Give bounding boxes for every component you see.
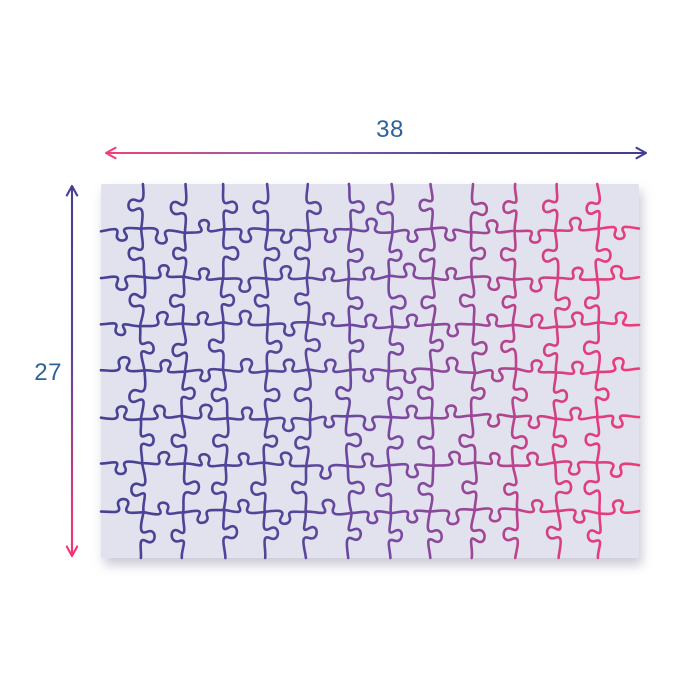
puzzle-piece-seams: [99, 182, 641, 560]
seam-line: [335, 182, 365, 560]
height-arrow-icon: [65, 184, 79, 558]
height-dimension-value: 27: [34, 359, 62, 386]
seam-line: [99, 309, 641, 338]
seam-line: [458, 182, 489, 560]
seam-line: [99, 450, 641, 480]
seam-line: [99, 355, 641, 384]
width-arrow-icon: [104, 146, 648, 160]
seam-line: [541, 182, 573, 560]
seam-line: [168, 182, 201, 560]
seam-line: [499, 182, 528, 560]
seam-line: [127, 182, 156, 560]
seam-line: [417, 182, 444, 560]
seam-line: [375, 182, 407, 560]
width-dimension-value: 38: [376, 116, 404, 143]
seam-line: [290, 182, 322, 560]
seam-line: [99, 216, 641, 245]
seam-line: [99, 262, 641, 294]
seam-line: [582, 182, 612, 560]
seam-line: [99, 497, 641, 526]
seam-line: [250, 182, 283, 560]
seam-line: [207, 182, 240, 560]
seam-line: [99, 403, 641, 433]
